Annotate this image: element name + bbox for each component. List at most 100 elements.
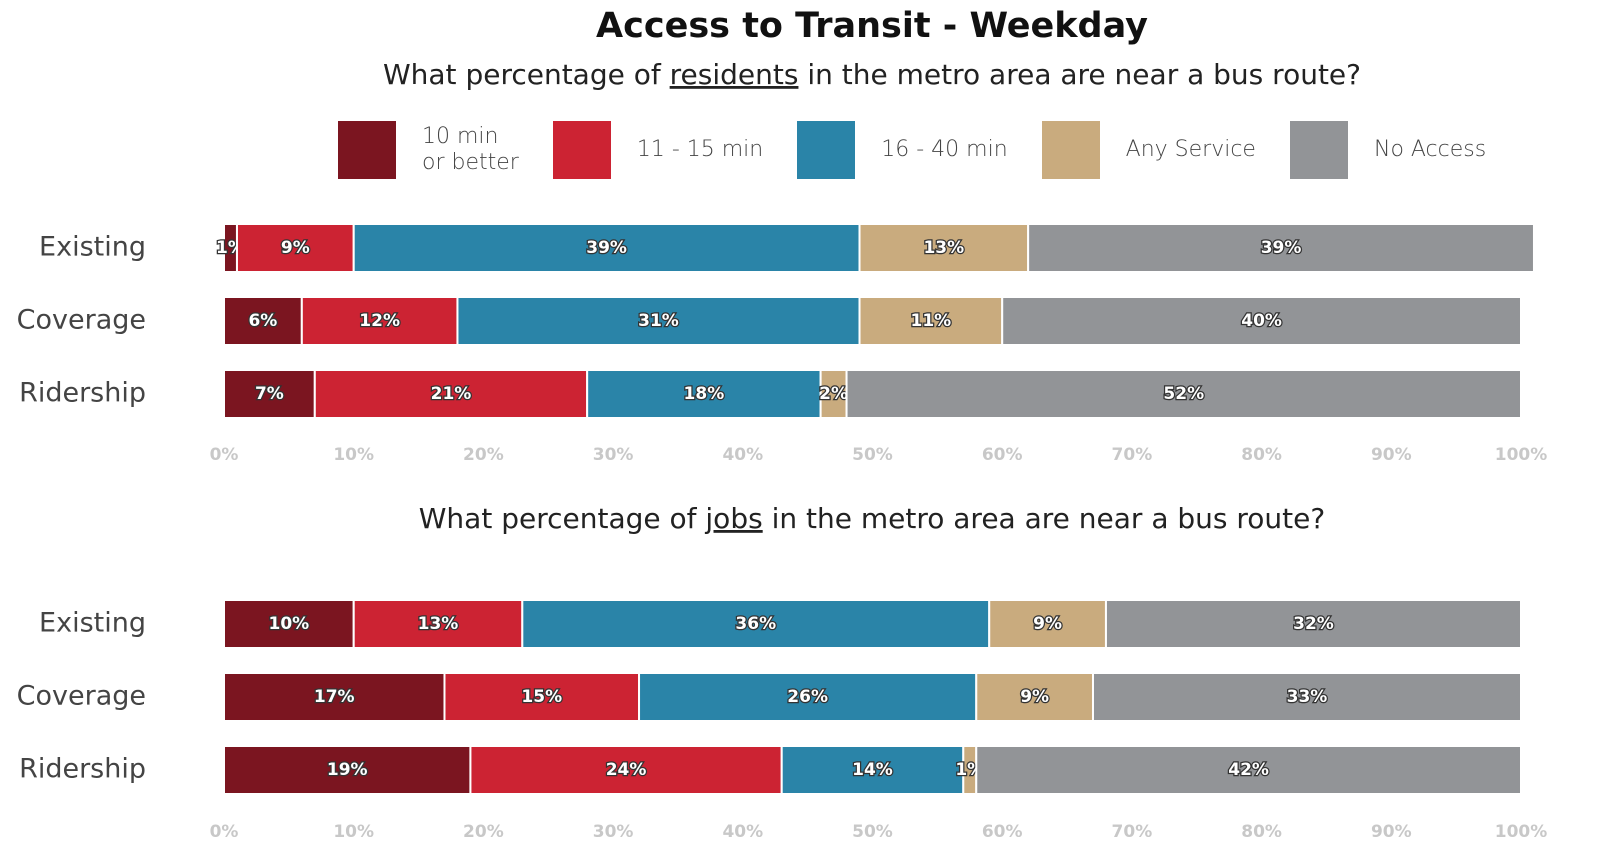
bar-segment — [1001, 296, 1522, 346]
bar-segment — [223, 296, 303, 346]
x-tick-label: 40% — [722, 445, 763, 465]
x-tick-label: 80% — [1241, 822, 1282, 842]
legend-item: 11 - 15 min — [552, 121, 764, 179]
bar-segment — [443, 672, 641, 722]
value-label: 13% — [418, 614, 459, 634]
value-label: 14% — [852, 760, 893, 780]
x-tick-label: 60% — [982, 822, 1023, 842]
value-label: 39% — [1261, 238, 1302, 258]
legend-label: 16 - 40 min — [881, 137, 1008, 162]
x-tick-label: 90% — [1371, 822, 1412, 842]
subtitle-part: jobs — [704, 502, 762, 535]
bar-segment — [521, 599, 991, 649]
bar-segment — [313, 369, 589, 419]
category-label: Coverage — [17, 681, 146, 712]
category-label: Ridership — [19, 754, 146, 785]
x-tick-label: 0% — [210, 822, 239, 842]
subtitle: What percentage of residents in the metr… — [383, 58, 1361, 91]
value-label: 36% — [735, 614, 776, 634]
bar-segment — [780, 745, 965, 795]
legend-swatch — [552, 121, 611, 179]
legend-swatch — [1041, 121, 1100, 179]
x-tick-label: 90% — [1371, 445, 1412, 465]
bar-segment — [223, 672, 446, 722]
bar-segment — [638, 672, 978, 722]
x-tick-label: 60% — [982, 445, 1023, 465]
value-label: 6% — [248, 311, 277, 331]
bar-segment — [988, 599, 1107, 649]
value-label: 17% — [314, 687, 355, 707]
legend: 10 min or better 11 - 15 min 16 - 40 min An… — [338, 121, 1520, 179]
bar-segment — [1104, 599, 1522, 649]
category-label: Coverage — [17, 305, 146, 336]
value-label: 26% — [787, 687, 828, 707]
x-tick-label: 30% — [593, 822, 634, 842]
bar-segment — [1027, 223, 1535, 273]
value-label: 9% — [1020, 687, 1049, 707]
value-label: 33% — [1287, 687, 1328, 707]
bar-segment — [858, 296, 1004, 346]
bar-segment — [975, 672, 1094, 722]
bar-segment — [819, 369, 848, 419]
x-tick-label: 100% — [1495, 822, 1548, 842]
x-tick-label: 70% — [1112, 445, 1153, 465]
bar-segment — [456, 296, 861, 346]
value-label: 40% — [1241, 311, 1282, 331]
subtitle-part: in the metro area are near a bus route? — [798, 58, 1361, 91]
x-tick-label: 20% — [463, 445, 504, 465]
category-label: Ridership — [19, 378, 146, 409]
value-label: 19% — [327, 760, 368, 780]
x-tick-label: 20% — [463, 822, 504, 842]
value-label: 39% — [586, 238, 627, 258]
legend-item: 10 min or better — [338, 121, 519, 179]
x-tick-label: 70% — [1112, 822, 1153, 842]
legend-swatch — [338, 121, 396, 179]
x-tick-label: 10% — [333, 822, 374, 842]
category-label: Existing — [39, 608, 146, 639]
value-label: 11% — [911, 311, 952, 331]
legend-label: Any Service — [1125, 137, 1256, 162]
category-label: Existing — [39, 232, 146, 263]
value-label: 52% — [1163, 384, 1204, 404]
x-tick-label: 30% — [593, 445, 634, 465]
value-label: 13% — [923, 238, 964, 258]
value-label: 18% — [684, 384, 725, 404]
value-label: 42% — [1228, 760, 1269, 780]
bar-segment — [845, 369, 1522, 419]
subtitle: What percentage of jobs in the metro are… — [419, 502, 1326, 535]
legend-item: No Access — [1289, 121, 1487, 179]
value-label: 9% — [1033, 614, 1062, 634]
value-label: 32% — [1293, 614, 1334, 634]
legend-item: Any Service — [1041, 121, 1256, 179]
legend-label: 11 - 15 min — [636, 137, 764, 162]
subtitle-part: residents — [670, 58, 799, 91]
value-label: 10% — [268, 614, 309, 634]
x-tick-label: 10% — [333, 445, 374, 465]
legend-swatch — [797, 121, 856, 179]
legend-swatch — [1289, 121, 1348, 179]
legend-item: 16 - 40 min — [797, 121, 1008, 179]
bar-segment — [586, 369, 822, 419]
x-tick-label: 50% — [852, 822, 893, 842]
value-label: 12% — [359, 311, 400, 331]
legend-label: 10 min or better — [422, 124, 519, 175]
bar-segment — [1091, 672, 1522, 722]
subtitle-part: in the metro area are near a bus route? — [763, 502, 1326, 535]
value-label: 21% — [431, 384, 472, 404]
bar-segment — [975, 745, 1522, 795]
legend-label: No Access — [1373, 137, 1487, 162]
value-label: 7% — [255, 384, 284, 404]
value-label: 15% — [521, 687, 562, 707]
subtitle-part: What percentage of — [419, 502, 706, 535]
x-tick-label: 40% — [722, 822, 763, 842]
x-tick-label: 50% — [852, 445, 893, 465]
bar-segment — [469, 745, 783, 795]
value-label: 9% — [281, 238, 310, 258]
value-label: 2% — [819, 384, 848, 404]
bar-segment — [352, 599, 524, 649]
value-label: 31% — [638, 311, 679, 331]
x-tick-label: 0% — [210, 445, 239, 465]
x-tick-label: 80% — [1241, 445, 1282, 465]
